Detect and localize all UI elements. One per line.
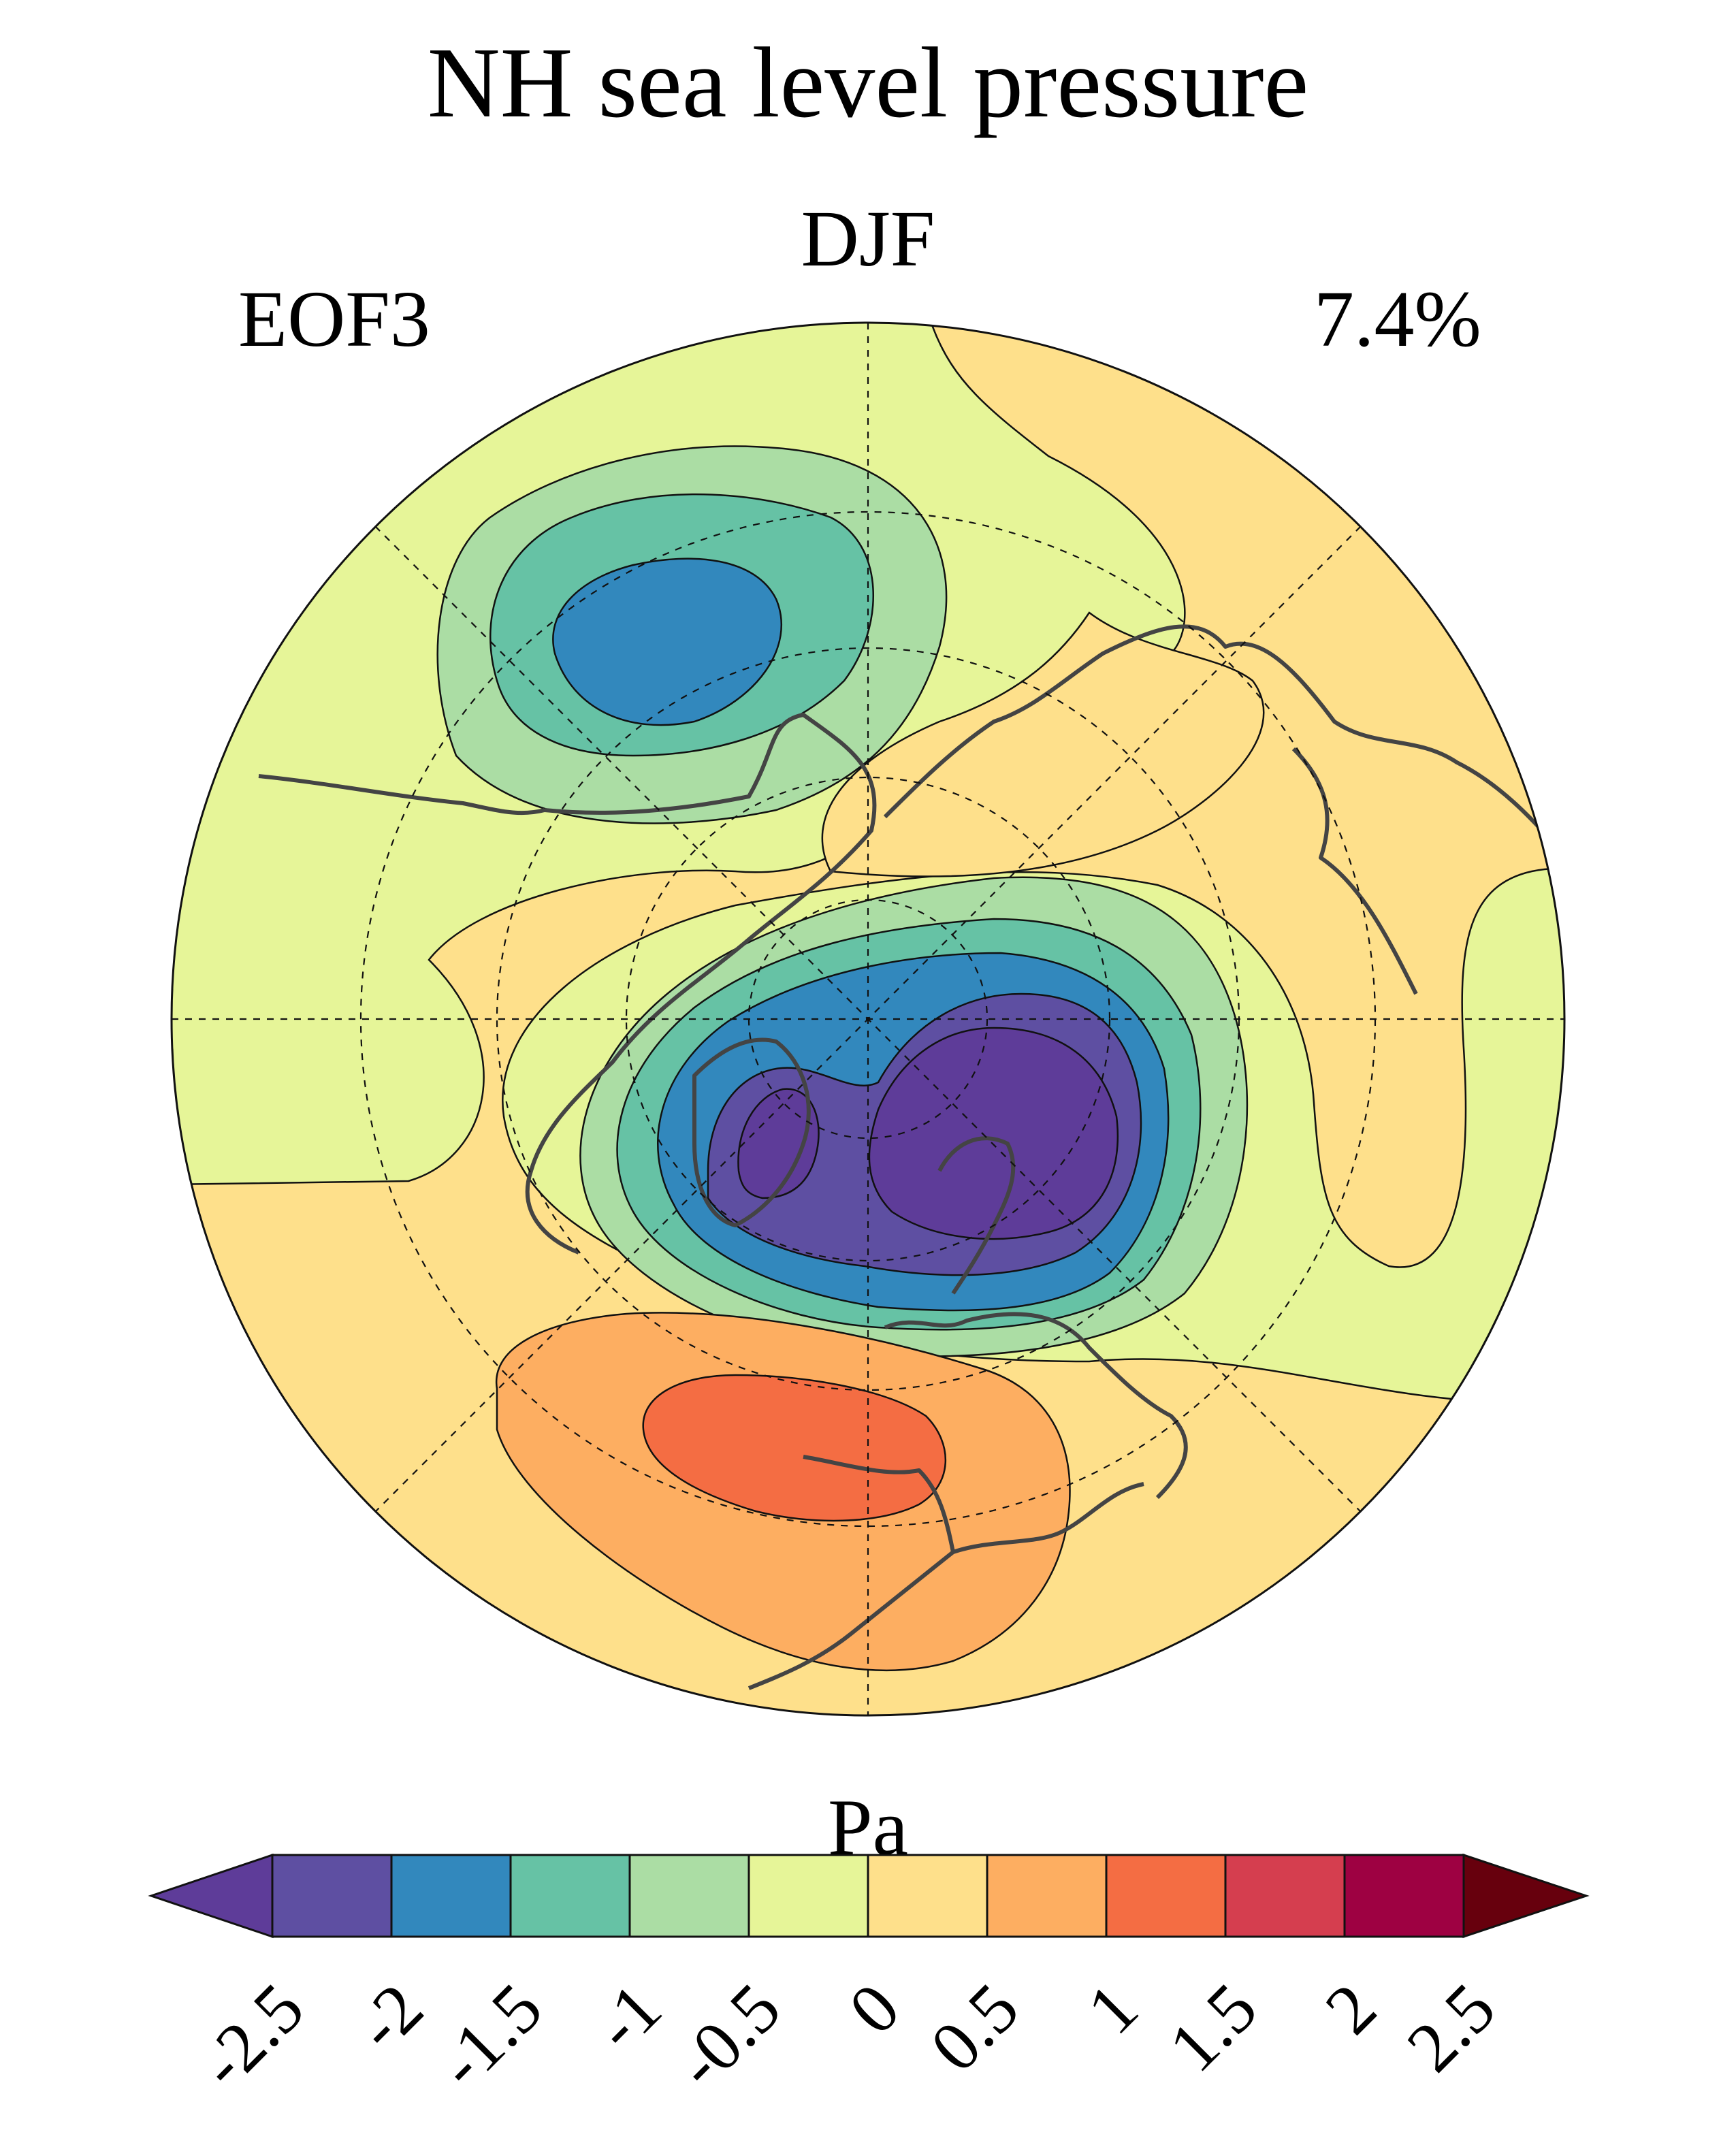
plot-title: NH sea level pressure bbox=[427, 27, 1309, 139]
colorbar-tick-label: 0.5 bbox=[916, 1969, 1033, 2086]
colorbar-tick-label: 1 bbox=[1072, 1969, 1153, 2049]
meridian-diagonal-2 bbox=[374, 526, 1362, 1513]
coastline-iberia-africa bbox=[748, 1455, 955, 1690]
colorbar-box-2 bbox=[509, 1854, 631, 1938]
colorbar-tick-labels: -2.5 -2-1.5 -1-0.5 0 0.5 1 1.5 2 2.5 bbox=[184, 1969, 1511, 2103]
colorbar-tick-label: -0.5 bbox=[661, 1969, 796, 2103]
coastline-europe bbox=[884, 1312, 1188, 1500]
coastline-scandinavia bbox=[937, 1136, 1016, 1295]
map-boundary bbox=[170, 321, 1566, 1717]
colorbar-box-7 bbox=[1105, 1854, 1227, 1938]
coastline-greenland bbox=[692, 1037, 811, 1227]
colorbar-box-9 bbox=[1343, 1854, 1465, 1938]
colorbar-boxes bbox=[148, 1853, 1590, 1939]
colorbar-extend-under bbox=[148, 1853, 274, 1939]
colorbar-box-0 bbox=[271, 1854, 393, 1938]
season-label: DJF bbox=[801, 194, 935, 283]
coastline-siberia bbox=[883, 624, 1564, 859]
colorbar-tick-label: -2 bbox=[341, 1969, 438, 2066]
colorbar-box-5 bbox=[867, 1854, 988, 1938]
colorbar-tick-label: -1 bbox=[579, 1969, 677, 2066]
colorbar-box-3 bbox=[628, 1854, 750, 1938]
gridlines bbox=[172, 323, 1564, 1715]
contour-pos-eurasia-island bbox=[821, 611, 1265, 877]
colorbar-box-4 bbox=[748, 1854, 869, 1938]
variance-explained-label: 7.4% bbox=[1314, 274, 1481, 364]
coastline-north-america bbox=[525, 713, 877, 1255]
coastline-east-asia bbox=[1291, 747, 1418, 995]
colorbar-tick-label: 1.5 bbox=[1154, 1969, 1272, 2086]
coastline-alaska bbox=[258, 774, 545, 816]
contour-subtropical-pos-1 bbox=[642, 1374, 946, 1522]
coastline-mediterranean bbox=[952, 1482, 1144, 1554]
polar-map bbox=[170, 321, 1566, 1717]
coastlines bbox=[258, 624, 1564, 1690]
latitude-circle-70 bbox=[625, 776, 1111, 1262]
map-field bbox=[172, 323, 1564, 1715]
eof-label: EOF3 bbox=[238, 274, 430, 364]
colorbar-box-6 bbox=[986, 1854, 1108, 1938]
colorbar-tick-label: 0 bbox=[834, 1969, 914, 2049]
colorbar-box-1 bbox=[390, 1854, 512, 1938]
contour-atlantic-neg-2.5-east bbox=[868, 1027, 1119, 1240]
colorbar-tick-label: 2 bbox=[1311, 1969, 1391, 2049]
colorbar-box-8 bbox=[1224, 1854, 1346, 1938]
colorbar-extend-over bbox=[1462, 1853, 1590, 1939]
contour-pacific-neg-1.5 bbox=[552, 558, 783, 726]
colorbar-tick-label: -1.5 bbox=[423, 1969, 558, 2103]
colorbar-tick-label: 2.5 bbox=[1392, 1969, 1510, 2086]
colorbar-tick-label: -2.5 bbox=[184, 1969, 319, 2103]
